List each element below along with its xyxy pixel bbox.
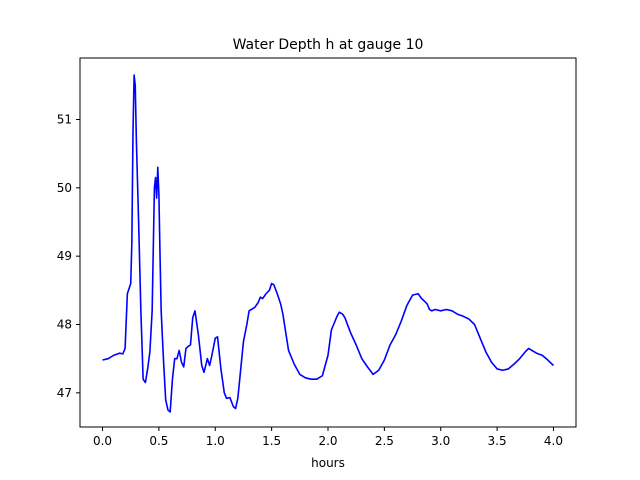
- plot-area-frame: [79, 57, 577, 428]
- series-layer: [102, 74, 555, 413]
- x-tick-label: 3.0: [431, 434, 450, 448]
- x-tick-label: 3.5: [488, 434, 507, 448]
- y-axis-ticks: 47 48 49 50 51: [57, 113, 80, 400]
- y-tick-label: 49: [57, 249, 72, 263]
- x-tick-label: 0.5: [149, 434, 168, 448]
- x-axis-ticks: 0.0 0.5 1.0 1.5 2.0 2.5 3.0 3.5 4.0: [93, 427, 563, 448]
- x-tick-label: 2.0: [318, 434, 337, 448]
- x-tick-label: 1.0: [206, 434, 225, 448]
- x-tick-label: 2.5: [375, 434, 394, 448]
- x-axis-title: hours: [311, 456, 345, 470]
- y-tick-label: 48: [57, 318, 72, 332]
- chart-title: Water Depth h at gauge 10: [233, 37, 424, 53]
- y-tick-label: 51: [57, 113, 72, 127]
- series-line-0: [102, 74, 555, 413]
- x-tick-label: 1.5: [262, 434, 281, 448]
- y-tick-label: 47: [57, 386, 72, 400]
- x-tick-label: 0.0: [93, 434, 112, 448]
- y-tick-label: 50: [57, 181, 72, 195]
- x-tick-label: 4.0: [544, 434, 563, 448]
